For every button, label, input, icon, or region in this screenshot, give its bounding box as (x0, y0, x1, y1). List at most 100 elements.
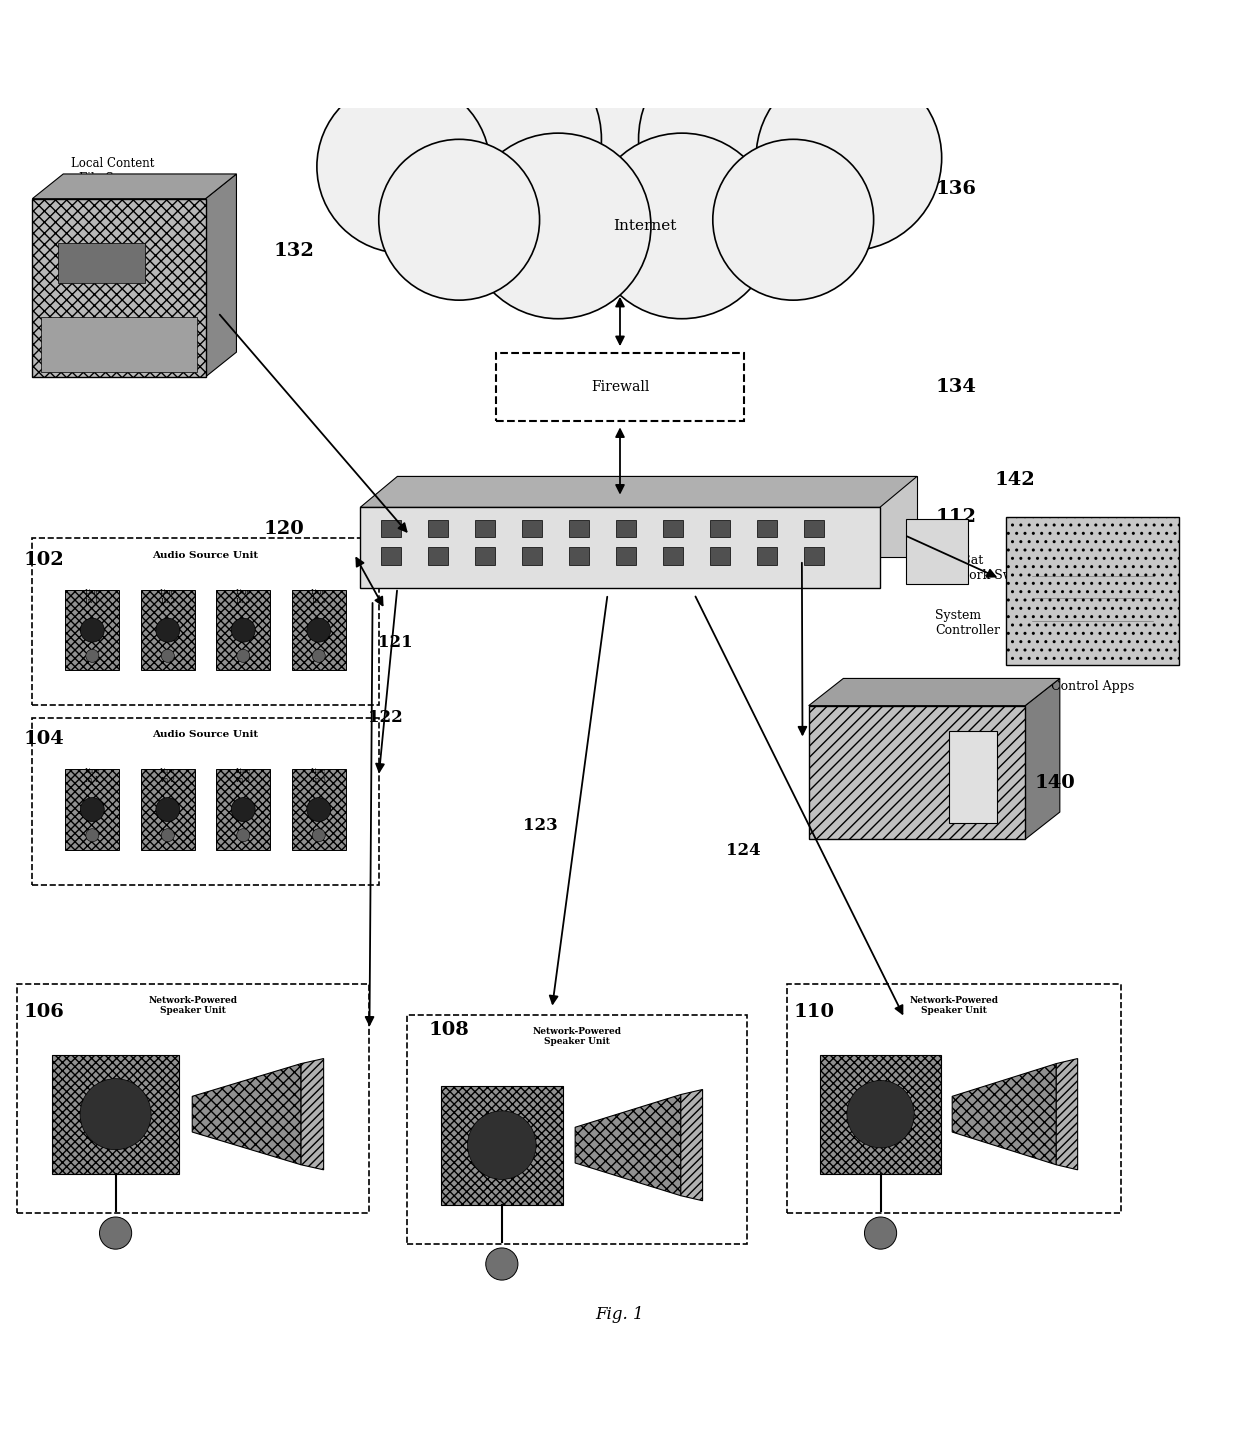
Text: 123: 123 (523, 817, 558, 835)
FancyBboxPatch shape (32, 718, 378, 884)
FancyBboxPatch shape (52, 1054, 179, 1173)
FancyBboxPatch shape (428, 547, 448, 564)
Circle shape (237, 650, 249, 663)
FancyBboxPatch shape (475, 521, 495, 538)
FancyBboxPatch shape (428, 521, 448, 538)
Circle shape (156, 618, 180, 643)
Text: Line
In 2: Line In 2 (160, 768, 176, 784)
FancyBboxPatch shape (440, 1086, 563, 1204)
Text: Line
In 3: Line In 3 (236, 587, 250, 605)
Text: 110: 110 (794, 1003, 835, 1021)
FancyBboxPatch shape (663, 547, 683, 564)
Polygon shape (360, 507, 880, 587)
FancyBboxPatch shape (787, 984, 1121, 1213)
Circle shape (312, 650, 325, 663)
FancyBboxPatch shape (663, 521, 683, 538)
Circle shape (306, 618, 331, 643)
Circle shape (86, 829, 99, 842)
Polygon shape (808, 679, 1060, 705)
Text: Network-Powered
Speaker Unit: Network-Powered Speaker Unit (910, 996, 998, 1015)
FancyBboxPatch shape (808, 705, 1025, 839)
Circle shape (378, 140, 539, 300)
Text: 120: 120 (264, 521, 305, 538)
Circle shape (465, 134, 651, 318)
Text: 104: 104 (24, 730, 64, 749)
Circle shape (847, 1080, 914, 1147)
FancyBboxPatch shape (216, 769, 270, 849)
FancyBboxPatch shape (140, 769, 195, 849)
Circle shape (81, 798, 104, 822)
Text: 122: 122 (367, 708, 402, 726)
FancyBboxPatch shape (758, 547, 777, 564)
FancyBboxPatch shape (140, 590, 195, 670)
Polygon shape (1025, 679, 1060, 839)
FancyBboxPatch shape (569, 547, 589, 564)
Text: Audio Source Unit: Audio Source Unit (153, 551, 259, 560)
FancyBboxPatch shape (58, 243, 145, 284)
FancyBboxPatch shape (32, 199, 206, 377)
FancyBboxPatch shape (17, 984, 370, 1213)
FancyBboxPatch shape (496, 353, 744, 420)
Circle shape (156, 798, 180, 822)
Circle shape (306, 798, 331, 822)
Text: Fig. 1: Fig. 1 (595, 1306, 645, 1323)
Circle shape (756, 65, 941, 250)
Circle shape (312, 829, 325, 842)
Circle shape (86, 650, 99, 663)
FancyBboxPatch shape (66, 590, 119, 670)
FancyBboxPatch shape (381, 521, 401, 538)
Text: Network-Powered
Speaker Unit: Network-Powered Speaker Unit (532, 1027, 621, 1047)
FancyBboxPatch shape (291, 769, 346, 849)
Circle shape (486, 1248, 518, 1280)
Circle shape (589, 134, 775, 318)
FancyBboxPatch shape (1006, 516, 1179, 664)
Circle shape (232, 618, 255, 643)
FancyBboxPatch shape (905, 519, 968, 585)
FancyBboxPatch shape (41, 317, 197, 372)
Text: Firewall: Firewall (590, 379, 650, 394)
Text: System
Controller: System Controller (935, 609, 1001, 637)
FancyBboxPatch shape (32, 538, 378, 705)
FancyBboxPatch shape (821, 1054, 941, 1173)
Polygon shape (952, 1064, 1056, 1165)
Polygon shape (397, 477, 916, 557)
Text: 106: 106 (24, 1003, 64, 1021)
Circle shape (161, 650, 175, 663)
Circle shape (237, 829, 249, 842)
Text: 108: 108 (428, 1021, 469, 1040)
Text: Control Apps: Control Apps (1052, 680, 1135, 694)
Circle shape (99, 1217, 131, 1249)
Text: Line
In 3: Line In 3 (236, 768, 250, 784)
Polygon shape (575, 1095, 681, 1195)
Circle shape (639, 41, 837, 238)
Text: Local Content
File Server: Local Content File Server (71, 157, 155, 185)
FancyBboxPatch shape (475, 547, 495, 564)
Circle shape (161, 829, 175, 842)
FancyBboxPatch shape (805, 521, 825, 538)
Circle shape (232, 798, 255, 822)
Polygon shape (681, 1089, 703, 1201)
Polygon shape (1056, 1059, 1078, 1170)
FancyBboxPatch shape (950, 731, 997, 823)
Text: Network-Powered
Speaker Unit: Network-Powered Speaker Unit (149, 996, 238, 1015)
Polygon shape (301, 1059, 324, 1170)
FancyBboxPatch shape (291, 590, 346, 670)
Circle shape (81, 1079, 151, 1150)
FancyBboxPatch shape (616, 521, 636, 538)
Circle shape (467, 1111, 536, 1179)
Text: 102: 102 (24, 551, 64, 569)
Polygon shape (360, 477, 916, 507)
Text: Line
In 3: Line In 3 (311, 768, 326, 784)
FancyBboxPatch shape (522, 521, 542, 538)
Text: 121: 121 (377, 634, 412, 651)
FancyBboxPatch shape (711, 521, 730, 538)
FancyBboxPatch shape (616, 547, 636, 564)
FancyBboxPatch shape (407, 1015, 746, 1243)
Text: Line
In 3: Line In 3 (311, 587, 326, 605)
Text: Line
In 2: Line In 2 (160, 587, 176, 605)
Text: 140: 140 (1034, 774, 1075, 791)
Text: 112: 112 (935, 507, 976, 526)
Circle shape (317, 80, 490, 253)
Circle shape (502, 52, 738, 288)
Text: 124: 124 (727, 842, 761, 859)
